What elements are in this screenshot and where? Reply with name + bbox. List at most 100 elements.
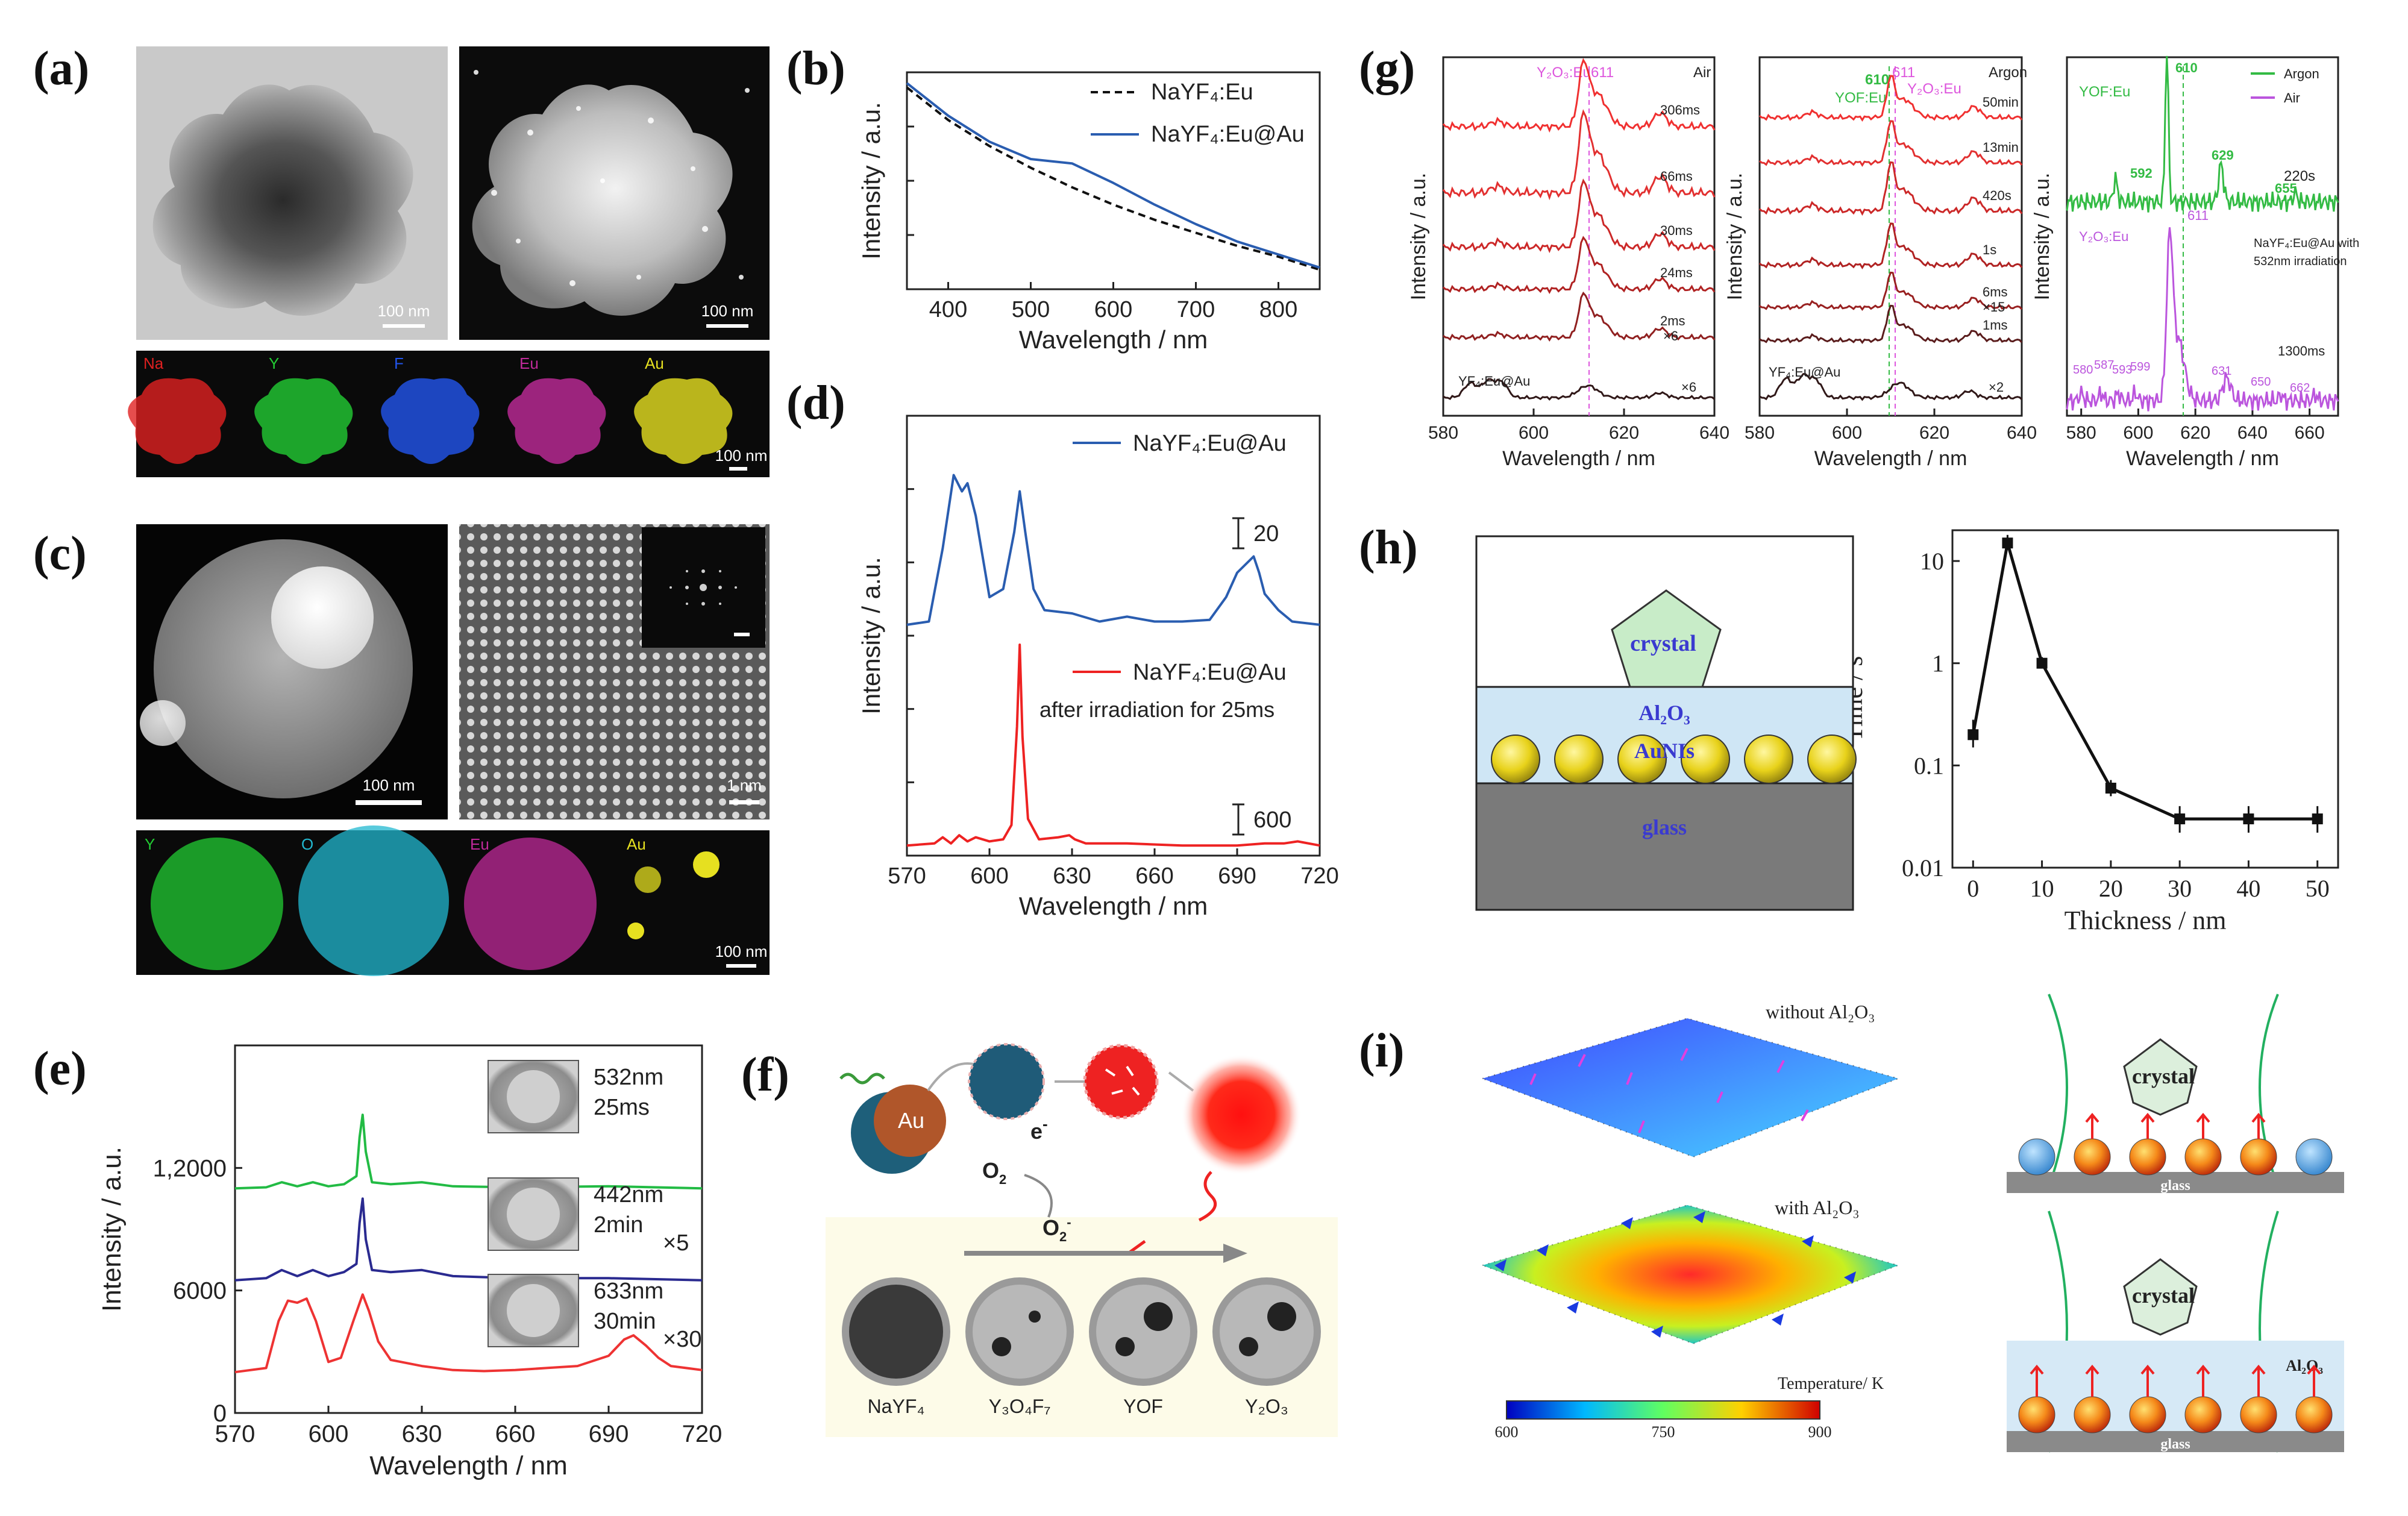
x-tick-label: 580 [1428,423,1458,443]
trace-label-wavelength: 442nm [594,1182,663,1207]
eds-maps-a: Na Y F Eu Au 100 nm [128,351,770,477]
eds-map-f [381,378,480,464]
trace-label-wavelength: 532nm [594,1065,663,1090]
plot-frame [906,71,1321,290]
violet-peak-value: 587 [2094,359,2114,372]
haadf-image-a: 100 nm [459,46,770,340]
x-tick-label: 0 [1967,875,1979,902]
o2-label: O2 [982,1158,1006,1187]
y-axis-label: Intensity / a.u. [97,1147,127,1312]
x-tick-label: 720 [1300,863,1338,889]
nanoparticle [2074,1138,2111,1176]
trace-time-label: 2ms [1660,313,1685,328]
au-dot [1115,1337,1135,1356]
panel-label-d: (d) [786,377,845,430]
nanoparticle [2018,1396,2055,1433]
violet-trace-time: 1300ms [2278,343,2325,359]
nanoparticle [2074,1396,2111,1433]
au-dot [1239,1337,1258,1356]
scale-bar-c1: 100 nm [363,776,415,794]
panel-label-c: (c) [33,527,87,580]
temperature-colorbar: Temperature/ K 600 750 900 [1495,1374,1884,1441]
trace-multiplier: ×15 [1983,299,2005,315]
eds-label-y: Y [269,354,279,372]
series-line-2 [234,1197,703,1282]
heat-arrow-icon [2251,1364,2266,1397]
spectrum-trace-3 [1442,178,1716,254]
trace-time-label: 6ms [1983,284,2008,299]
haadf-image-c: 100 nm [136,524,448,819]
panel-i: (i) without Al₂O₃ with Al₂O₃ Temperature… [1359,994,2344,1453]
nanoparticle [2240,1396,2277,1433]
eds-map-eu [507,378,606,464]
nanoparticle [2240,1138,2277,1176]
nanoparticle [2295,1396,2333,1433]
panel-label-i: (i) [1359,1024,1405,1077]
phase-label-2: Y₃O₄F₇ [989,1395,1051,1417]
nanoparticle [2129,1138,2166,1176]
data-point [2174,813,2186,825]
au-dot [1267,1302,1296,1331]
phase-particle [1096,1285,1190,1379]
colorbar-tick-750: 750 [1652,1423,1675,1441]
x-tick-label: 600 [1519,423,1549,443]
eds-map-au-3 [627,922,644,939]
x-tick-label: 800 [1259,297,1297,322]
trace-multiplier: ×6 [1681,380,1696,395]
scale-bar-a1: 100 nm [378,302,430,320]
simulation-without-al2o3: without Al₂O₃ [1480,1001,1901,1158]
y-axis-label: Intensity / a.u. [857,102,885,259]
glass-label-2: glass [2160,1436,2190,1452]
x-tick-label: 720 [682,1421,723,1447]
nanoparticle [2018,1138,2055,1176]
glass-substrate [2007,1431,2344,1452]
crystal-shape [1611,589,1722,688]
trace-label-time: 25ms [594,1095,650,1120]
spectrum-trace-argon [2066,55,2339,213]
eds-map-au-2 [693,851,720,878]
heat-arrow-icon [2030,1364,2044,1397]
au-dot [992,1337,1011,1356]
eds-map-au [634,378,733,464]
eds-label-au: Au [627,835,646,853]
green-trace-time: 220s [2284,168,2315,184]
plot-frame [2066,56,2339,417]
eds-label-au: Au [645,354,664,372]
x-tick-label: 640 [2007,423,2037,443]
aunis-label: AuNIs [1634,739,1695,763]
eds-map-au [635,866,661,893]
legend-label-bottom: NaYF₄:Eu@Au [1133,660,1287,685]
spectrum-trace-6 [1759,304,2023,345]
panel-c: (c) 100 nm 1 nm Y O Eu Au 100 nm [33,524,770,976]
eds-label-eu: Eu [519,354,539,372]
violet-peak-value: 650 [2251,375,2271,389]
series-line [1971,542,2318,821]
spectrum-trace-7 [1759,373,2023,401]
violet-peak-value: 580 [2073,363,2093,377]
chart-b: 400 500 600 700 800 Wavelength / nm Intensity … [857,71,1321,354]
phase-label-1: NaYF₄ [868,1395,925,1417]
schematic-without-al2o3: crystal glass [2007,994,2344,1194]
trace-time-label: 1ms [1983,318,2008,333]
series-line-1 [906,86,1320,271]
green-peak-value: 655 [2275,181,2297,196]
red-particle [1083,1044,1159,1120]
peak-value-1: 610 [1865,72,1889,88]
eds-label-o: O [301,835,313,853]
without-al2o3-label: without Al₂O₃ [1766,1001,1875,1023]
chart-g1: 580 600 620 640 Wavelength / nm Intensity / a… [1407,56,1729,470]
bottom-trace-label: YF₄:Eu@Au [1458,374,1530,389]
nanoparticle [2184,1138,2222,1176]
condition-label: Air [1693,64,1711,81]
heat-arrow-icon [2196,1364,2210,1397]
phase-particle [973,1285,1067,1379]
inset-particle [507,1284,560,1337]
x-tick-label: 660 [2295,423,2325,443]
series-line-3 [234,1293,703,1374]
x-tick-label: 690 [1218,863,1256,889]
heat-arrow-icon [2251,1112,2266,1139]
spectrum-trace-3 [1758,161,2023,216]
violet-trace-label: Y₂O₃:Eu [2079,229,2128,244]
trace-time-label: 1s [1983,242,1996,257]
